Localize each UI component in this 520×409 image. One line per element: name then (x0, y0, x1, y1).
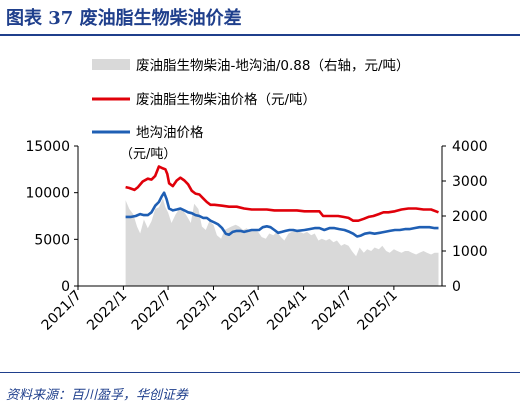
left-tick-label: 10000 (25, 186, 70, 202)
title-divider (0, 34, 520, 36)
left-tick-label: 0 (61, 279, 70, 295)
legend-swatch-spread (92, 59, 130, 70)
price-lines-layer (125, 165, 439, 238)
x-tick-label: 2024/7 (309, 288, 355, 334)
figure-header: 图表 37 废油脂生物柴油价差 (0, 0, 520, 33)
x-tick-label: 2022/1 (84, 288, 130, 334)
chart-container: 0 5000 10000 15000 0 1000 2000 3000 4000 2021/7 20… (0, 40, 520, 370)
legend-label: 废油脂生物柴油-地沟油/0.88（右轴，元/吨） (136, 58, 410, 74)
spread-area-layer (125, 198, 439, 286)
uco-price-line (125, 191, 439, 238)
legend: 废油脂生物柴油-地沟油/0.88（右轴，元/吨） 废油脂生物柴油价格（元/吨） 地沟… (92, 58, 410, 141)
x-tick-label: 2024/1 (264, 288, 310, 334)
legend-label: 地沟油价格 (136, 125, 204, 141)
right-tick-label: 4000 (452, 139, 488, 155)
x-tick-label: 2022/7 (129, 288, 175, 334)
figure-title: 图表 37 废油脂生物柴油价差 (6, 8, 242, 29)
right-tick-label: 3000 (452, 174, 488, 190)
x-tick-label: 2023/1 (174, 288, 220, 334)
left-tick-label: 15000 (25, 139, 70, 155)
source-note: 资料来源：百川盈孚，华创证券 (6, 388, 189, 403)
right-tick-label: 2000 (452, 209, 488, 225)
left-tick-label: 5000 (34, 232, 70, 248)
spread-area-series (125, 198, 439, 286)
left-axis-unit-annotation: （元/吨） (120, 147, 176, 162)
biodiesel-price-line (125, 165, 439, 222)
legend-label: 废油脂生物柴油价格（元/吨） (136, 92, 316, 108)
x-tick-label: 2025/1 (355, 288, 401, 334)
right-tick-label: 1000 (452, 244, 488, 260)
right-tick-label: 0 (452, 279, 461, 295)
source-divider (0, 372, 520, 373)
x-tick-label: 2023/7 (219, 288, 265, 334)
